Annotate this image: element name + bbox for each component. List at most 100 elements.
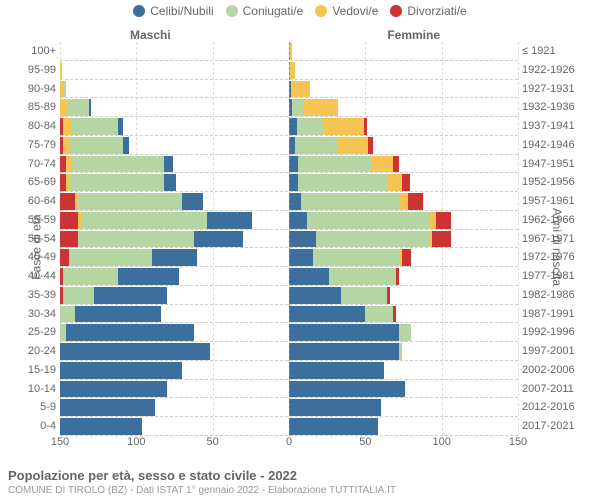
female-bar xyxy=(289,343,518,360)
segment-celibi xyxy=(118,268,179,285)
age-label: 20-24 xyxy=(12,342,56,361)
segment-coniugati xyxy=(60,306,75,323)
segment-celibi xyxy=(194,231,243,248)
segment-vedovi xyxy=(60,99,68,116)
birth-years-label: ≤ 1921 xyxy=(522,42,588,61)
age-label: 25-29 xyxy=(12,323,56,342)
legend-swatch xyxy=(390,5,402,17)
segment-celibi xyxy=(289,231,316,248)
legend-label: Coniugati/e xyxy=(243,4,304,18)
female-bar xyxy=(289,212,518,229)
legend: Celibi/NubiliConiugati/eVedovi/eDivorzia… xyxy=(0,4,600,18)
birth-years-label: 1972-1976 xyxy=(522,248,588,267)
female-bar xyxy=(289,324,518,341)
birth-years-label: 1962-1966 xyxy=(522,211,588,230)
legend-swatch xyxy=(133,5,145,17)
birth-years-label: 1977-1981 xyxy=(522,267,588,286)
male-bar xyxy=(60,156,289,173)
segment-divorziati xyxy=(436,212,451,229)
segment-coniugati xyxy=(297,118,324,135)
segment-celibi xyxy=(289,399,381,416)
segment-celibi xyxy=(289,287,341,304)
segment-vedovi xyxy=(399,193,408,210)
male-bar xyxy=(60,362,289,379)
segment-coniugati xyxy=(365,306,392,323)
age-label: 80-84 xyxy=(12,117,56,136)
segment-celibi xyxy=(207,212,253,229)
segment-celibi xyxy=(289,249,313,266)
segment-celibi xyxy=(289,306,365,323)
legend-item: Celibi/Nubili xyxy=(133,4,213,18)
birth-years-label: 1992-1996 xyxy=(522,323,588,342)
plot-area: 100+≤ 192195-991922-192690-941927-193185… xyxy=(60,42,518,436)
male-bar xyxy=(60,137,289,154)
segment-vedovi xyxy=(60,62,62,79)
age-label: 0-4 xyxy=(12,417,56,436)
segment-coniugati xyxy=(78,193,182,210)
female-bar xyxy=(289,399,518,416)
x-tick: 150 xyxy=(509,436,527,448)
chart-container: Celibi/NubiliConiugati/eVedovi/eDivorzia… xyxy=(0,0,600,500)
segment-coniugati xyxy=(63,287,94,304)
age-label: 70-74 xyxy=(12,155,56,174)
age-label: 50-54 xyxy=(12,230,56,249)
birth-years-label: 1942-1946 xyxy=(522,136,588,155)
birth-years-label: 2012-2016 xyxy=(522,398,588,417)
segment-celibi xyxy=(60,362,182,379)
segment-celibi xyxy=(60,399,155,416)
male-bar xyxy=(60,62,289,79)
segment-divorziati xyxy=(60,212,78,229)
age-label: 55-59 xyxy=(12,211,56,230)
x-tick: 0 xyxy=(286,436,292,448)
female-bar xyxy=(289,81,518,98)
age-label: 30-34 xyxy=(12,305,56,324)
segment-celibi xyxy=(164,156,173,173)
segment-celibi xyxy=(89,99,91,116)
male-bar xyxy=(60,324,289,341)
female-bar xyxy=(289,193,518,210)
segment-coniugati xyxy=(69,137,122,154)
birth-years-label: 2007-2011 xyxy=(522,380,588,399)
segment-celibi xyxy=(118,118,123,135)
segment-celibi xyxy=(60,418,142,435)
age-label: 65-69 xyxy=(12,173,56,192)
segment-celibi xyxy=(289,418,378,435)
age-label: 45-49 xyxy=(12,248,56,267)
female-bar xyxy=(289,137,518,154)
birth-years-label: 1967-1971 xyxy=(522,230,588,249)
segment-celibi xyxy=(289,343,399,360)
male-bar xyxy=(60,306,289,323)
birth-years-label: 2017-2021 xyxy=(522,417,588,436)
birth-years-label: 1937-1941 xyxy=(522,117,588,136)
birth-years-label: 1927-1931 xyxy=(522,80,588,99)
segment-coniugati xyxy=(63,81,66,98)
segment-celibi xyxy=(289,381,405,398)
segment-celibi xyxy=(289,118,297,135)
male-bar xyxy=(60,268,289,285)
segment-divorziati xyxy=(60,193,75,210)
male-bar xyxy=(60,118,289,135)
female-bar xyxy=(289,118,518,135)
segment-coniugati xyxy=(399,324,411,341)
segment-coniugati xyxy=(307,212,429,229)
birth-years-label: 1997-2001 xyxy=(522,342,588,361)
female-bar xyxy=(289,156,518,173)
birth-years-label: 1957-1961 xyxy=(522,192,588,211)
age-label: 90-94 xyxy=(12,80,56,99)
female-bar xyxy=(289,362,518,379)
segment-coniugati xyxy=(298,156,371,173)
age-label: 5-9 xyxy=(12,398,56,417)
male-bar xyxy=(60,81,289,98)
age-label: 75-79 xyxy=(12,136,56,155)
segment-divorziati xyxy=(387,287,390,304)
birth-years-label: 1987-1991 xyxy=(522,305,588,324)
age-label: 35-39 xyxy=(12,286,56,305)
female-bar xyxy=(289,287,518,304)
segment-vedovi xyxy=(338,137,369,154)
legend-item: Divorziati/e xyxy=(390,4,466,18)
segment-divorziati xyxy=(393,306,396,323)
age-label: 60-64 xyxy=(12,192,56,211)
segment-coniugati xyxy=(69,249,151,266)
segment-celibi xyxy=(289,324,399,341)
female-bar xyxy=(289,43,518,60)
